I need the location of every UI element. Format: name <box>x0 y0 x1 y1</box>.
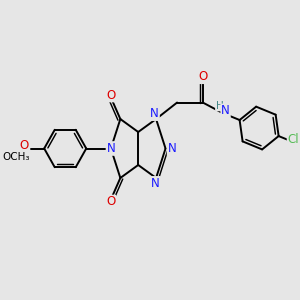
Text: O: O <box>198 70 207 83</box>
Text: O: O <box>106 196 115 208</box>
Text: O: O <box>20 139 29 152</box>
Text: OCH₃: OCH₃ <box>2 152 30 162</box>
Text: H: H <box>216 100 224 110</box>
Text: Cl: Cl <box>288 134 299 146</box>
Text: N: N <box>150 107 159 120</box>
Text: N: N <box>168 142 176 155</box>
Text: N: N <box>106 142 115 155</box>
Text: N: N <box>221 104 230 117</box>
Text: O: O <box>106 88 115 101</box>
Text: N: N <box>151 177 160 190</box>
